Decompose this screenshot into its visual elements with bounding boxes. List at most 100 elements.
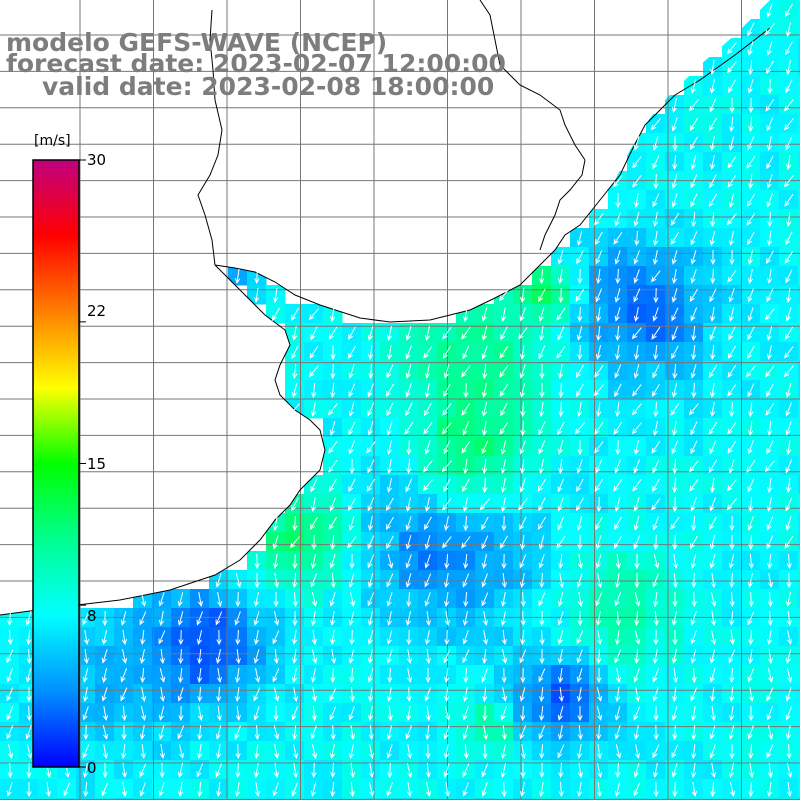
- wind-arrow: [576, 326, 583, 341]
- wind-arrow: [745, 365, 756, 378]
- wind-arrow: [709, 326, 716, 341]
- wind-arrow: [444, 629, 450, 646]
- wind-arrow: [784, 193, 794, 207]
- wind-arrow: [501, 629, 507, 646]
- wind-arrow: [329, 706, 337, 721]
- wind-arrow: [577, 592, 584, 608]
- wind-arrow: [463, 743, 469, 760]
- wind-arrow: [538, 535, 545, 550]
- wind-arrow: [747, 611, 755, 626]
- wind-arrow: [499, 535, 508, 550]
- wind-arrow: [348, 440, 355, 455]
- wind-arrow: [121, 763, 127, 779]
- wind-arrow: [405, 402, 413, 417]
- wind-arrow: [462, 611, 468, 626]
- wind-arrow: [348, 478, 356, 493]
- wind-cell: [798, 361, 800, 381]
- wind-arrow: [691, 667, 697, 684]
- wind-arrow: [557, 630, 564, 645]
- wind-arrow: [708, 421, 718, 435]
- wind-arrow: [709, 98, 717, 113]
- wind-arrow: [558, 781, 564, 798]
- wind-arrow: [785, 136, 793, 151]
- wind-arrow: [690, 421, 698, 436]
- wind-arrow: [576, 668, 583, 683]
- wind-arrow: [767, 591, 773, 608]
- wind-arrow: [482, 648, 488, 665]
- wind-arrow: [783, 175, 794, 188]
- wind-arrow: [538, 440, 546, 455]
- wind-arrow: [405, 611, 412, 626]
- wind-arrow: [597, 573, 603, 588]
- wind-arrow: [367, 497, 375, 512]
- wind-arrow: [767, 668, 774, 683]
- wind-arrow: [520, 705, 526, 722]
- wind-arrow: [786, 763, 793, 778]
- wind-arrow: [215, 763, 223, 778]
- wind-arrow: [767, 553, 773, 570]
- wind-arrow: [83, 630, 90, 646]
- wind-arrow: [577, 344, 583, 361]
- wind-arrow: [311, 705, 317, 722]
- wind-arrow: [386, 725, 393, 740]
- wind-arrow: [329, 592, 336, 607]
- wind-arrow: [235, 269, 241, 285]
- wind-arrow: [631, 327, 642, 340]
- wind-arrow: [614, 516, 622, 531]
- wind-arrow: [786, 572, 792, 589]
- wind-arrow: [140, 629, 146, 646]
- wind-arrow: [367, 421, 374, 436]
- wind-arrow: [747, 22, 755, 37]
- wind-arrow: [729, 401, 735, 418]
- wind-arrow: [424, 402, 432, 417]
- wind-arrow: [405, 535, 412, 550]
- wind-arrow: [671, 117, 678, 132]
- wind-arrow: [748, 762, 754, 779]
- wind-arrow: [386, 497, 394, 512]
- wind-arrow: [537, 478, 547, 492]
- wind-arrow: [748, 553, 754, 570]
- wind-cell: [798, 741, 800, 761]
- wind-arrow: [500, 497, 507, 513]
- wind-arrow: [575, 364, 584, 379]
- wind-arrow: [519, 516, 527, 531]
- wind-arrow: [691, 515, 697, 532]
- wind-arrow: [672, 591, 678, 608]
- wind-arrow: [349, 458, 355, 475]
- wind-arrow: [482, 363, 488, 380]
- wind-arrow: [709, 744, 716, 759]
- wind-cell: [798, 475, 800, 495]
- wind-arrow: [368, 724, 374, 741]
- wind-arrow: [633, 459, 640, 474]
- wind-arrow: [386, 345, 393, 361]
- wind-arrow: [405, 364, 412, 379]
- wind-arrow: [632, 478, 642, 492]
- wind-arrow: [633, 668, 640, 683]
- wind-arrow: [557, 649, 563, 664]
- wind-arrow: [785, 725, 792, 741]
- wind-arrow: [26, 648, 32, 665]
- wind-arrow: [766, 269, 773, 285]
- wind-arrow: [784, 118, 794, 131]
- wind-arrow: [197, 781, 203, 798]
- wind-arrow: [6, 649, 14, 664]
- wind-arrow: [652, 516, 659, 531]
- wind-arrow: [101, 687, 108, 702]
- wind-arrow: [462, 649, 470, 664]
- land-uruguay-brazil: [195, 0, 770, 322]
- wind-arrow: [405, 554, 412, 569]
- wind-arrow: [310, 782, 317, 797]
- wind-arrow: [785, 649, 792, 664]
- wind-arrow: [652, 136, 659, 151]
- wind-arrow: [197, 706, 204, 722]
- wind-arrow: [348, 744, 354, 759]
- wind-arrow: [594, 441, 604, 454]
- wind-arrow: [348, 421, 356, 436]
- wind-arrow: [425, 705, 431, 722]
- wind-arrow: [651, 440, 661, 454]
- wind-arrow: [121, 724, 127, 741]
- wind-arrow: [615, 401, 621, 418]
- wind-arrow: [595, 459, 603, 474]
- wind-cell: [798, 779, 800, 799]
- wind-arrow: [520, 744, 527, 760]
